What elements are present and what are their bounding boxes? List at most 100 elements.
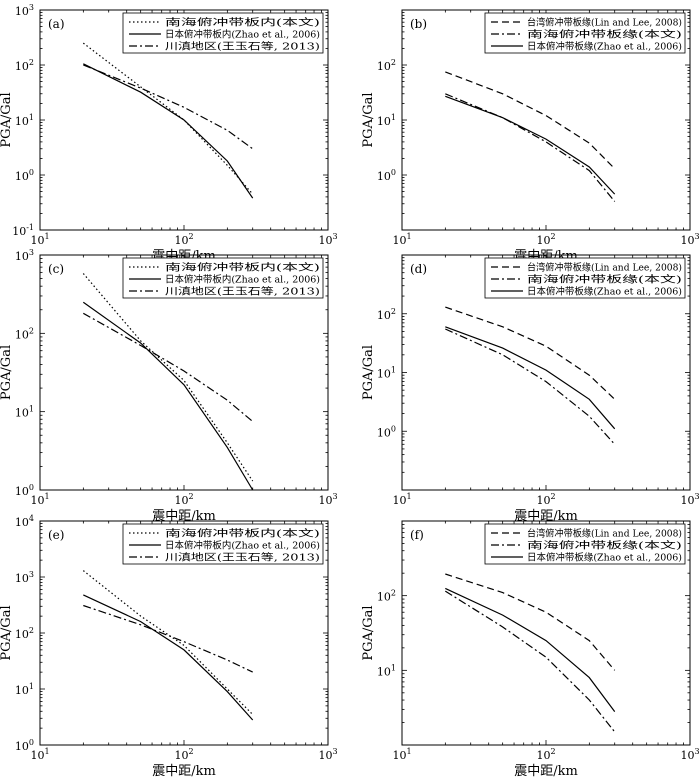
tick-exponent: 3	[694, 747, 699, 756]
tick-exponent: 0	[29, 738, 34, 747]
tick-exponent: 3	[694, 492, 699, 501]
svg-text:103: 103	[318, 232, 337, 247]
tick-base: 10	[30, 494, 44, 507]
tick-exponent: 2	[188, 747, 193, 756]
tick-exponent: 1	[29, 113, 34, 122]
svg-text:100: 100	[15, 738, 34, 753]
y-tick-label: 102	[377, 58, 396, 73]
tick-exponent: 1	[391, 663, 396, 672]
tick-exponent: 2	[29, 58, 34, 67]
tick-base: 10	[377, 60, 391, 73]
tick-base: 10	[392, 234, 406, 247]
series-line-solid	[83, 594, 254, 721]
tick-exponent: 2	[550, 492, 555, 501]
tick-base: 10	[392, 749, 406, 762]
tick-base: 10	[536, 494, 550, 507]
series-line-dashdot	[445, 93, 616, 202]
x-tick-label: 101	[30, 232, 49, 247]
legend-entry: 台湾俯冲带板缘(Lin and Lee, 2008)	[527, 528, 682, 540]
legend-entry: 川滇地区(王玉石等, 2013)	[165, 552, 320, 564]
y-tick-label: 101	[15, 113, 34, 128]
y-tick-label: 10-1	[12, 223, 34, 238]
tick-base: 10	[536, 749, 550, 762]
tick-exponent: 2	[29, 326, 34, 335]
series-line-dotted	[82, 570, 254, 715]
svg-text:102: 102	[15, 326, 34, 341]
panel-label: (a)	[48, 17, 65, 31]
y-tick-label: 101	[377, 663, 396, 678]
tick-base: 10	[377, 309, 391, 322]
tick-base: 10	[15, 572, 29, 585]
tick-exponent: 2	[391, 589, 396, 598]
tick-base: 10	[174, 749, 188, 762]
series-line-solid	[445, 587, 616, 712]
legend: 南海俯冲带板内(本文)日本俯冲带板内(Zhao et al., 2006)川滇地…	[122, 523, 324, 565]
x-tick-label: 101	[30, 492, 49, 507]
panel-label: (b)	[410, 17, 427, 31]
svg-text:101: 101	[30, 747, 49, 762]
y-axis-label: PGA/Gal	[0, 345, 14, 400]
x-tick-label: 101	[392, 232, 411, 247]
x-tick-label: 101	[392, 747, 411, 762]
legend: 台湾俯冲带板缘(Lin and Lee, 2008)南海俯冲带板缘(本文)日本俯…	[484, 12, 686, 54]
svg-text:103: 103	[680, 747, 699, 762]
svg-text:101: 101	[15, 113, 34, 128]
tick-exponent: 2	[188, 492, 193, 501]
tick-exponent: 1	[406, 492, 411, 501]
x-tick-label: 102	[536, 232, 555, 247]
tick-exponent: 2	[29, 626, 34, 635]
y-tick-label: 102	[15, 58, 34, 73]
tick-exponent: 1	[44, 232, 49, 241]
x-axis-label: 震中距/km	[152, 764, 216, 779]
tick-exponent: 3	[29, 248, 34, 257]
legend-entry: 南海俯冲带板内(本文)	[165, 262, 320, 274]
tick-exponent: 2	[550, 232, 555, 241]
tick-base: 10	[15, 60, 29, 73]
tick-exponent: 3	[332, 232, 337, 241]
tick-base: 10	[15, 170, 29, 183]
svg-text:101: 101	[30, 232, 49, 247]
tick-base: 10	[377, 665, 391, 678]
chart-panel-e: 101 102 103100101102103104震中距/kmPGA/Gal(e)…	[0, 514, 338, 779]
legend-entry: 南海俯冲带板内(本文)	[165, 528, 320, 540]
svg-text:101: 101	[15, 682, 34, 697]
legend-entry: 台湾俯冲带板缘(Lin and Lee, 2008)	[527, 17, 682, 29]
y-tick-label: 100	[377, 424, 396, 439]
y-tick-label: 103	[15, 248, 34, 263]
y-axis-label: PGA/Gal	[361, 605, 376, 660]
y-tick-label: 102	[15, 326, 34, 341]
legend-entry: 日本俯冲带板内(Zhao et al., 2006)	[165, 540, 320, 552]
y-tick-label: 101	[377, 366, 396, 381]
x-tick-label: 103	[680, 492, 699, 507]
x-tick-label: 103	[680, 747, 699, 762]
x-tick-label: 103	[318, 747, 337, 762]
tick-exponent: 0	[391, 168, 396, 177]
tick-base: 10	[377, 368, 391, 381]
svg-text:101: 101	[392, 492, 411, 507]
series-line-dashdot	[83, 64, 254, 150]
tick-exponent: 3	[29, 570, 34, 579]
tick-exponent: 1	[29, 405, 34, 414]
y-tick-label: 101	[377, 113, 396, 128]
y-axis-label: PGA/Gal	[0, 92, 14, 147]
x-axis-label: 震中距/km	[514, 509, 578, 524]
y-tick-label: 100	[15, 738, 34, 753]
y-tick-label: 101	[15, 682, 34, 697]
tick-exponent: 1	[44, 747, 49, 756]
series-line-dashed	[445, 71, 616, 170]
svg-text:101: 101	[377, 113, 396, 128]
tick-base: 10	[15, 628, 29, 641]
tick-base: 10	[15, 5, 29, 18]
svg-text:102: 102	[174, 232, 193, 247]
legend-entry: 南海俯冲带板缘(本文)	[527, 540, 682, 552]
legend: 台湾俯冲带板缘(Lin and Lee, 2008)南海俯冲带板缘(本文)日本俯…	[484, 257, 686, 299]
y-tick-label: 103	[15, 3, 34, 18]
series-line-dashdot	[444, 590, 616, 733]
legend-entry: 日本俯冲带板缘(Zhao et al., 2006)	[527, 41, 682, 53]
x-tick-label: 102	[536, 492, 555, 507]
svg-text:103: 103	[15, 3, 34, 18]
x-tick-label: 102	[174, 747, 193, 762]
svg-text:103: 103	[15, 570, 34, 585]
tick-exponent: 3	[332, 747, 337, 756]
